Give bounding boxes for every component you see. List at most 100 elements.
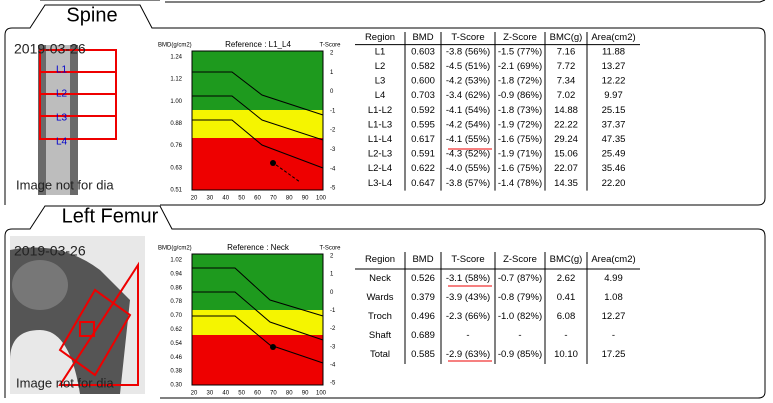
osteoporosis-zone bbox=[192, 138, 323, 190]
y-axis-label: BMD(g/cm2) bbox=[158, 246, 192, 252]
roi-boxes bbox=[58, 261, 139, 386]
x-tick-label: 60 bbox=[254, 196, 261, 202]
table-cell: 6.08 bbox=[557, 311, 576, 322]
y-tick-label: 0.46 bbox=[170, 355, 182, 361]
y2-tick-label: -5 bbox=[330, 381, 336, 387]
table-header: BMC(g) bbox=[550, 254, 583, 265]
table-cell: - bbox=[518, 330, 521, 341]
table-cell: -1.6 (75%) bbox=[498, 163, 542, 174]
table-cell: 0.379 bbox=[411, 292, 435, 303]
table-cell: -4.1 (54%) bbox=[446, 105, 490, 116]
y-tick-label: 1.02 bbox=[170, 258, 182, 264]
y2-tick-label: -1 bbox=[330, 308, 336, 314]
table-cell: 2.62 bbox=[557, 273, 576, 284]
normal-zone bbox=[192, 254, 323, 310]
x-tick-label: 70 bbox=[270, 196, 277, 202]
table-cell: 0.603 bbox=[411, 46, 435, 57]
table-cell: 0.647 bbox=[411, 178, 435, 189]
table-header: Z-Score bbox=[503, 32, 537, 43]
x-tick-label: 90 bbox=[302, 196, 309, 202]
table-header: Region bbox=[365, 32, 395, 43]
table-header: BMD bbox=[412, 32, 433, 43]
x-tick-label: 30 bbox=[207, 391, 214, 397]
x-tick-label: 70 bbox=[270, 391, 277, 397]
y2-tick-label: -3 bbox=[330, 344, 336, 350]
vertebra-label: L1 bbox=[56, 65, 68, 76]
panel-title: Left Femur bbox=[62, 205, 159, 227]
y2-axis-label: T-Score bbox=[319, 43, 341, 49]
table-header: Area(cm2) bbox=[591, 254, 635, 265]
table-cell: Wards bbox=[366, 292, 393, 303]
table-cell: -2.9 (63%) bbox=[446, 349, 490, 360]
table-cell: -0.8 (79%) bbox=[498, 292, 542, 303]
table-cell: 22.20 bbox=[602, 178, 626, 189]
image-note: Image not for dia bbox=[16, 177, 114, 192]
table-cell: -1.8 (73%) bbox=[498, 105, 542, 116]
table-cell: -3.4 (62%) bbox=[446, 90, 490, 101]
vertebra-label: L2 bbox=[56, 89, 68, 100]
table-cell: 17.25 bbox=[602, 349, 626, 360]
table-cell: 0.591 bbox=[411, 149, 435, 160]
x-tick-label: 20 bbox=[191, 391, 198, 397]
y-tick-label: 0.78 bbox=[170, 299, 182, 305]
y-tick-label: 0.62 bbox=[170, 327, 182, 333]
scan-date: 2019-03-26 bbox=[14, 243, 86, 259]
plot-frame bbox=[191, 253, 324, 386]
y-tick-label: 0.30 bbox=[170, 383, 182, 389]
table-cell: 22.22 bbox=[554, 119, 578, 130]
table-cell: -1.0 (82%) bbox=[498, 311, 542, 322]
y2-tick-label: 2 bbox=[330, 51, 334, 57]
roi-boxes bbox=[39, 49, 117, 140]
y2-tick-label: -1 bbox=[330, 108, 336, 114]
table-cell: L2 bbox=[375, 61, 386, 72]
table-cell: L2-L4 bbox=[368, 163, 392, 174]
table-cell: 15.06 bbox=[554, 149, 578, 160]
table-cell: -2.1 (69%) bbox=[498, 61, 542, 72]
table-cell: 0.703 bbox=[411, 90, 435, 101]
table-cell: Troch bbox=[368, 311, 392, 322]
y2-axis-label: T-Score bbox=[319, 246, 341, 252]
table-cell: 13.27 bbox=[602, 61, 626, 72]
table-cell: L4 bbox=[375, 90, 386, 101]
table-cell: 0.689 bbox=[411, 330, 435, 341]
reference-curves bbox=[192, 267, 324, 364]
table-cell: 9.97 bbox=[604, 90, 623, 101]
table-header: Z-Score bbox=[503, 254, 537, 265]
y2-tick-label: 1 bbox=[330, 272, 334, 278]
table-cell: 0.617 bbox=[411, 134, 435, 145]
table-cell: -1.6 (75%) bbox=[498, 134, 542, 145]
table-cell: Shaft bbox=[369, 330, 392, 341]
table-cell: Neck bbox=[369, 273, 391, 284]
table-cell: 7.34 bbox=[557, 76, 576, 87]
table-header: T-Score bbox=[451, 32, 484, 43]
table-header: T-Score bbox=[451, 254, 484, 265]
y2-tick-label: -4 bbox=[330, 166, 336, 172]
table-cell: L3-L4 bbox=[368, 178, 392, 189]
x-tick-label: 40 bbox=[222, 196, 229, 202]
top-edge bbox=[40, 0, 766, 3]
table-cell: L3 bbox=[375, 76, 386, 87]
x-tick-label: 100 bbox=[316, 196, 327, 202]
table-cell: Total bbox=[370, 349, 390, 360]
x-tick-label: 90 bbox=[302, 391, 309, 397]
table-cell: L2-L3 bbox=[368, 149, 392, 160]
table-cell: 10.10 bbox=[554, 349, 578, 360]
table-cell: -1.5 (77%) bbox=[498, 46, 542, 57]
table-cell: 7.16 bbox=[557, 46, 576, 57]
panel-frame bbox=[4, 4, 766, 206]
table-cell: L1-L2 bbox=[368, 105, 392, 116]
panel-frame bbox=[4, 205, 766, 399]
table-header: BMC(g) bbox=[550, 32, 583, 43]
table-cell: 12.22 bbox=[602, 76, 626, 87]
table-cell: 0.582 bbox=[411, 61, 435, 72]
table-header: Area(cm2) bbox=[591, 32, 635, 43]
y-axis-label: BMD(g/cm2) bbox=[158, 43, 192, 49]
table-cell: 0.600 bbox=[411, 76, 435, 87]
table-cell: 0.592 bbox=[411, 105, 435, 116]
table-cell: 7.72 bbox=[557, 61, 576, 72]
table-cell: L1-L3 bbox=[368, 119, 392, 130]
table-cell: -1.9 (72%) bbox=[498, 119, 542, 130]
table-header: BMD bbox=[412, 254, 433, 265]
